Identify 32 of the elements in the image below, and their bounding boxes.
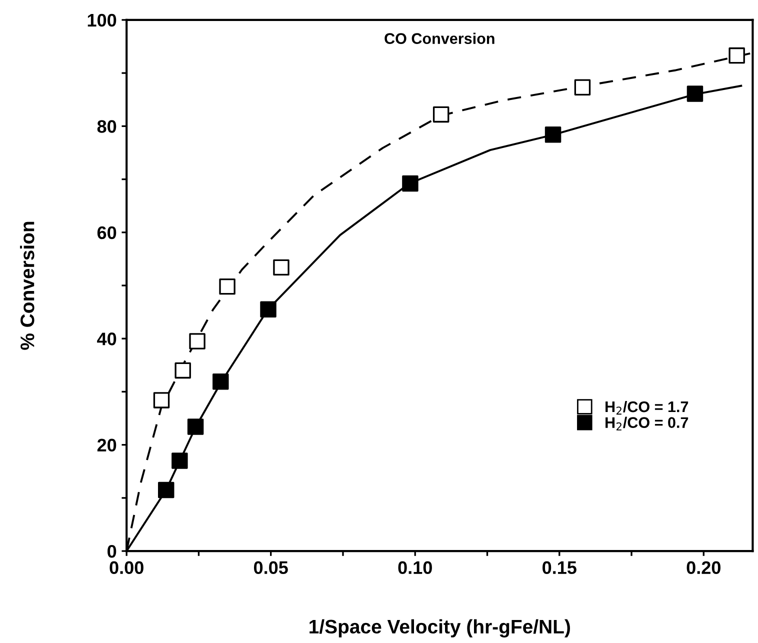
point: [260, 301, 276, 318]
point: [174, 362, 191, 379]
point: [153, 392, 170, 408]
point: [187, 418, 204, 435]
point: [172, 452, 188, 469]
y-tick-label: 100: [88, 14, 116, 27]
point: [402, 175, 418, 192]
point: [189, 333, 206, 350]
point: [212, 374, 229, 390]
x-tick-label: 0.05: [254, 561, 288, 574]
text: CO Conversion: [384, 32, 494, 44]
x-tick-label: 0.10: [398, 561, 432, 574]
point: [574, 79, 591, 96]
y-tick-label: 20: [97, 438, 116, 452]
point: [544, 126, 562, 143]
point: [432, 106, 450, 123]
y-axis-title: % Conversion: [20, 222, 34, 350]
x-tick-label: 0.00: [110, 561, 144, 574]
point: [686, 86, 704, 102]
x-axis-title: 1/Space Velocity (hr-gFe/NL): [310, 619, 570, 638]
x-tick-label: 0.20: [686, 561, 720, 574]
legend-label: H$_{2}$/CO = 0.7: [606, 416, 688, 430]
point: [728, 47, 745, 64]
point: [219, 278, 236, 295]
y-tick-label: 40: [97, 332, 116, 346]
point: [158, 482, 174, 498]
legend-label: H$_{2}$/CO = 1.7: [606, 400, 688, 415]
y-tick-label: 0: [108, 544, 116, 558]
x-tick-label: 0.15: [542, 561, 576, 574]
y-tick-label: 60: [97, 226, 116, 240]
point: [273, 259, 290, 276]
y-tick-label: 80: [97, 120, 116, 133]
